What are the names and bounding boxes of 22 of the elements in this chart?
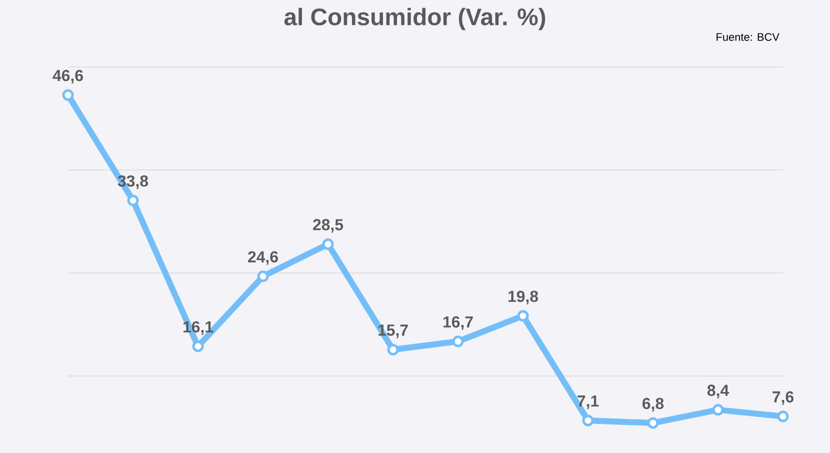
chart-title: al Consumidor (Var. %) [284,8,546,30]
data-label: 8,4 [707,384,730,398]
point [647,417,659,429]
point [387,344,399,356]
point [777,410,789,422]
data-label: 7,6 [772,391,794,405]
source-note: Fuente: BCV [716,33,780,41]
point [517,310,529,322]
point [127,194,139,206]
point [582,414,594,426]
data-label: 28,5 [313,219,344,233]
point [712,404,724,416]
point [192,340,204,352]
point [62,89,74,101]
point [322,238,334,250]
data-label: 6,8 [642,398,664,412]
data-label: 24,6 [248,251,278,265]
data-label: 19,8 [508,290,538,304]
point [257,270,269,282]
data-label: 16,7 [444,316,473,330]
data-label: 46,6 [52,70,83,84]
point [452,336,464,348]
